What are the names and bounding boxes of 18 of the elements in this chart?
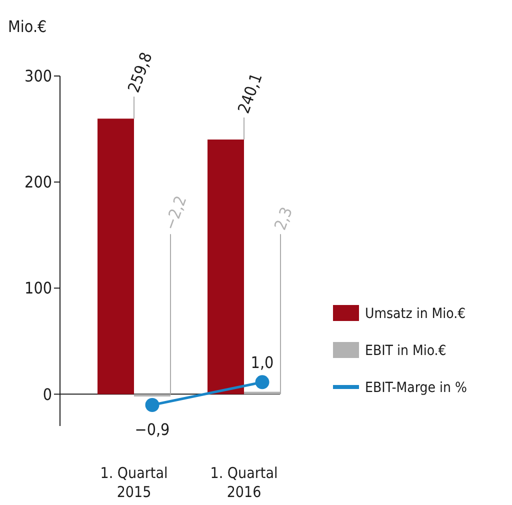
bar [208,140,244,394]
data-label: −0,9 [134,420,170,439]
y-axis-title: Mio.€ [8,17,47,36]
data-label: 2,3 [270,204,296,233]
data-label: 259,8 [124,50,156,96]
legend-label: EBIT in Mio.€ [365,342,446,359]
y-tick-label: 0 [42,384,52,404]
bar [98,118,134,394]
legend-label: Umsatz in Mio.€ [365,306,466,322]
y-tick-label: 300 [24,66,52,86]
y-tick-label: 200 [24,172,52,192]
data-label: −2,2 [160,193,190,233]
y-tick-label: 100 [24,278,52,298]
data-label: 1,0 [250,353,274,372]
x-tick-label: 1. Quartal 2016 [210,464,278,501]
data-label: 240,1 [234,70,266,116]
legend-label: EBIT-Marge in % [365,380,468,396]
x-tick-label: 1. Quartal 2015 [100,464,168,501]
